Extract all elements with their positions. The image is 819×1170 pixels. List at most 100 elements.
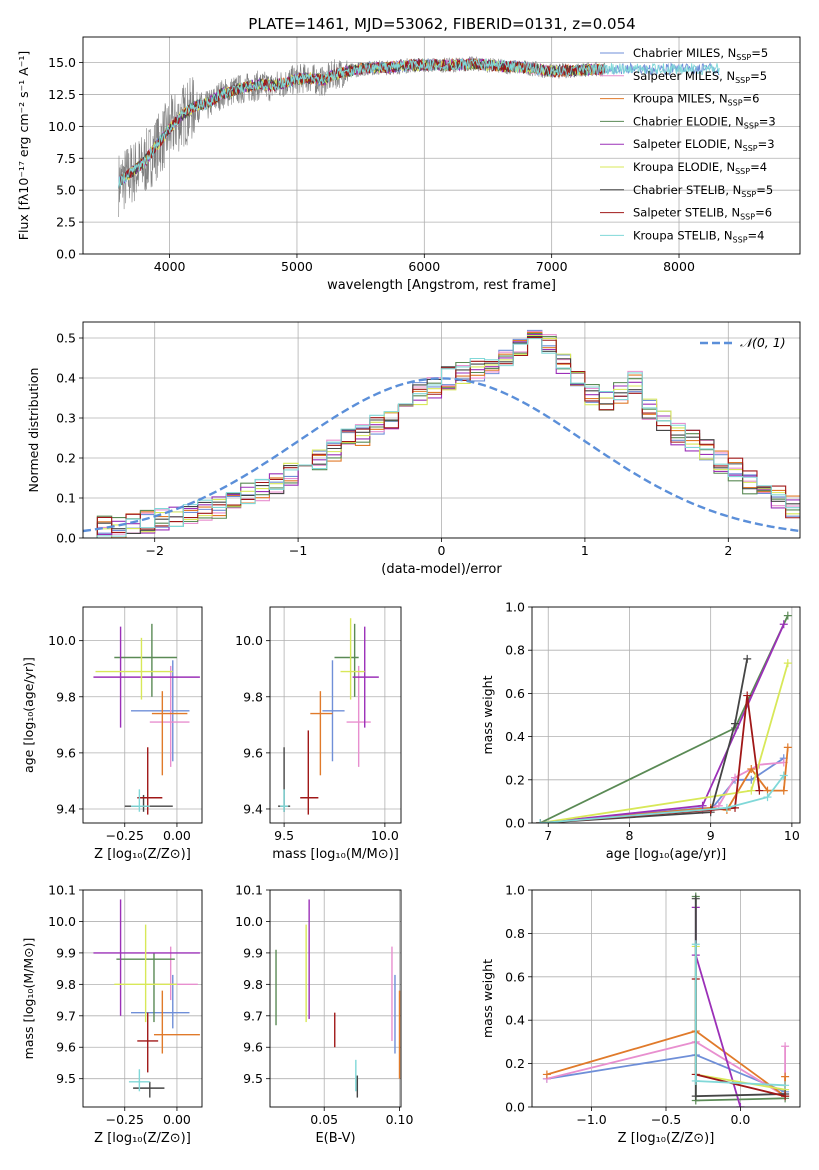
x-tick-label: −1.0 [576,1112,606,1127]
legend-subscript: SSP [733,235,748,244]
panel-age-vs-mass: 9.5 10.0 9.4 9.6 9.8 10.0 mass [log₁₀(M/M⊙)] [235,606,402,862]
legend-nssp: =3 [758,137,775,151]
x-tick-label: 6000 [408,259,440,274]
mass-weight-line [540,623,785,823]
mass-weight-line [540,658,749,823]
x-tick-label: 10 [784,828,800,843]
x-axis-label: wavelength [Angstrom, rest frame] [327,278,556,293]
y-tick-label: 9.8 [56,977,76,992]
mass-weight-marker [783,743,792,752]
y-tick-label: 0.2 [505,1056,525,1071]
legend-subscript: SSP [744,121,759,130]
legend-nssp: =6 [755,206,772,220]
plot-area [532,890,800,1107]
y-tick-label: 0.4 [505,1013,525,1028]
plot-area [83,322,800,538]
mass-weight-marker [783,611,792,620]
mass-weight-marker [783,659,792,668]
mass-weight-marker [698,801,707,810]
mass-weight-line [539,662,789,823]
legend-nssp: =3 [759,114,776,128]
y-tick-label: 10.1 [48,883,76,898]
y-tick-label: 9.8 [243,689,263,704]
panel-mass-vs-Z: −0.25 0.00 9.5 9.6 9.7 9.8 9.9 10.0 10.1 Z [log₁₀… [21,883,203,1146]
mass-weight-marker [536,819,545,823]
mass-weight-marker [736,1103,745,1107]
y-tick-label: 0.6 [505,969,525,984]
mass-weight-line [540,747,789,823]
axes-frame [82,321,801,539]
legend-series-name: Kroupa STELIB, N [633,228,733,242]
y-tick-label: 9.6 [56,1040,76,1055]
legend-subscript: SSP [743,144,758,153]
y-tick-label: 0.0 [505,1100,525,1115]
mass-weight-marker [755,786,764,795]
legend-subscript: SSP [740,213,755,222]
y-tick-label: 0.4 [505,729,525,744]
legend-label: Salpeter MILES, NSSP=5 [633,69,767,85]
y-tick-label: 9.6 [56,745,76,760]
y-tick-label: 0.1 [56,491,76,506]
mass-weight-marker [743,691,752,700]
mass-weight-marker [691,1092,700,1101]
legend-label: Chabrier MILES, NSSP=5 [633,46,768,62]
y-tick-label: 0.5 [56,331,76,346]
y-axis-label: mass weight [480,959,495,1038]
y-tick-label: 1.0 [505,600,525,615]
x-tick-label: 9 [707,828,715,843]
x-axis-label: E(B-V) [315,1131,355,1146]
y-tick-label: 9.9 [243,945,263,960]
mass-weight-marker [542,1070,551,1079]
x-tick-label: −1 [289,543,307,558]
y-tick-label: 15.0 [48,55,76,70]
model-spectrum-line [118,57,720,189]
legend-subscript: SSP [735,76,750,85]
mass-weight-marker [691,894,700,903]
panel-residuals: −2 −1 0 1 2 0.0 0.1 0.2 0.3 0.4 0.5 (data-model)/er… [26,321,801,577]
y-tick-label: 10.0 [48,914,76,929]
plot-area [83,607,202,823]
x-tick-label: −0.25 [106,1112,144,1127]
model-spectrum-line [118,57,606,189]
legend-series-name: Salpeter STELIB, N [633,206,740,220]
legend-series-name: Chabrier ELODIE, N [633,114,744,128]
plot-area [83,890,202,1107]
legend-nssp: =5 [756,183,773,197]
x-tick-label: 8000 [663,259,695,274]
x-axis-label: age [log₁₀(age/yr)] [606,847,727,862]
y-tick-label: 2.5 [56,215,76,230]
x-tick-label: 8 [625,828,633,843]
mass-weight-marker [747,765,756,773]
axes-frame [82,889,203,1108]
mass-weight-marker [781,1072,790,1081]
y-tick-label: 0.8 [505,926,525,941]
y-tick-label: 9.5 [243,1071,263,1086]
y-tick-label: 9.8 [243,977,263,992]
y-tick-label: 9.4 [56,801,76,816]
x-axis-label: Z [log₁₀(Z/Z⊙)] [94,847,191,862]
mass-weight-marker [691,1076,700,1085]
y-axis-label: mass weight [480,675,495,754]
mass-weight-line [546,1040,786,1098]
y-axis-label: Normed distribution [26,368,41,493]
legend-nssp: =4 [750,160,767,174]
mass-weight-marker [781,1081,790,1090]
y-tick-label: 0.2 [56,451,76,466]
axes-frame [531,889,801,1108]
x-tick-label: 10.0 [371,828,399,843]
x-tick-label: 0 [438,543,446,558]
y-tick-label: 9.6 [243,745,263,760]
axes-frame [531,606,801,824]
legend-nssp: =5 [750,69,767,83]
legend-subscript: SSP [735,167,750,176]
mass-weight-marker [763,793,772,802]
x-axis-label: mass [log₁₀(M/M⊙)] [272,847,399,862]
panel-mass-vs-EBV: 0.05 0.10 9.5 9.6 9.7 9.8 9.9 10.0 10.1 E(B-V) [235,883,413,1147]
y-tick-label: 10.0 [235,914,263,929]
legend-nssp: =6 [743,92,760,106]
y-tick-label: 9.6 [243,1040,263,1055]
legend-series-name: Salpeter MILES, N [633,69,735,83]
x-tick-label: −0.25 [106,828,144,843]
